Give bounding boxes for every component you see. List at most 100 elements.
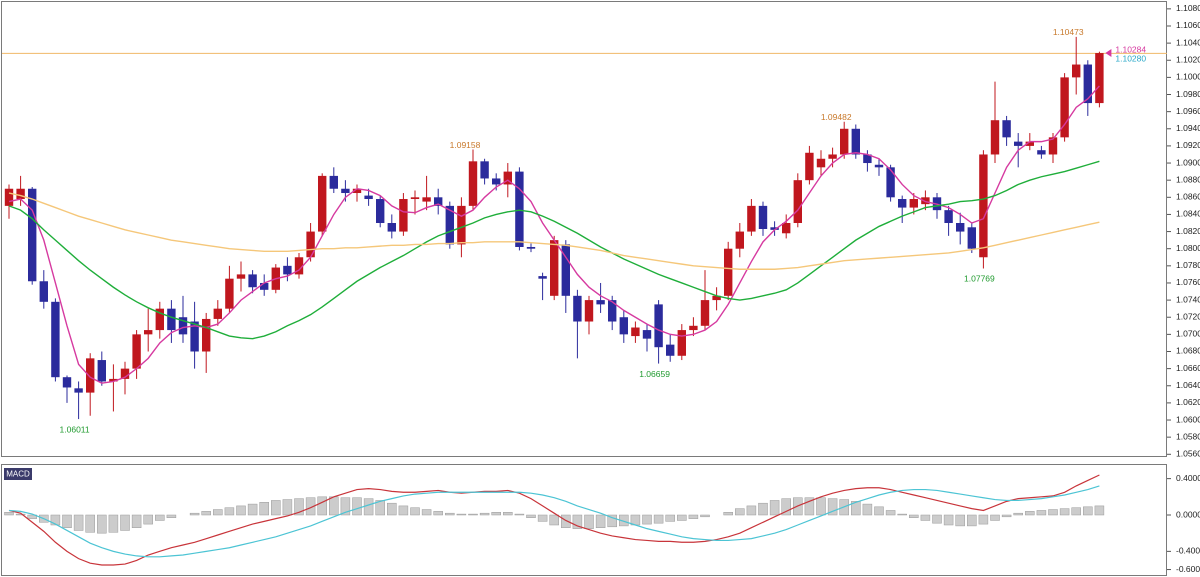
candle-body: [190, 321, 199, 352]
y-tick-label: 1.08600: [1176, 192, 1200, 202]
candle-body: [167, 308, 176, 331]
candle-body: [747, 205, 756, 232]
candle-body: [178, 317, 188, 335]
candle-body: [1083, 64, 1092, 104]
y-tick-label: 1.09000: [1176, 157, 1200, 167]
candle-body: [596, 300, 605, 305]
histogram-bar: [607, 514, 617, 528]
candle-body: [619, 317, 628, 335]
y-tick-label: 1.06600: [1176, 363, 1200, 373]
candle-body: [503, 171, 512, 185]
histogram-bar: [143, 514, 153, 525]
candle-body: [410, 197, 420, 200]
histogram-bar: [827, 498, 838, 516]
candle-body: [886, 167, 895, 198]
candle-body: [642, 330, 652, 339]
histogram-bar: [375, 500, 385, 516]
histogram-bar: [967, 514, 977, 527]
macd-line: [8, 474, 1100, 566]
histogram-bar: [50, 514, 61, 526]
candle-body: [457, 205, 466, 245]
y-tick-label: 1.07200: [1176, 311, 1200, 321]
candle-body: [4, 188, 14, 206]
y-tick-label: 0.4000: [1176, 473, 1200, 483]
histogram-bar: [769, 500, 780, 516]
histogram-bar: [1013, 512, 1023, 516]
histogram-bar: [201, 511, 211, 516]
histogram-bar: [329, 496, 339, 516]
candle-body: [584, 300, 594, 322]
candle-body: [225, 278, 234, 309]
candle-body: [132, 334, 141, 369]
candle-body: [341, 188, 350, 194]
histogram-bar: [561, 514, 571, 528]
candle-body: [944, 210, 953, 224]
candle-body: [840, 128, 849, 155]
histogram-bar: [978, 514, 989, 525]
candle-body: [608, 300, 617, 322]
histogram-bar: [537, 514, 548, 522]
candle-body: [816, 158, 826, 168]
histogram-bar: [503, 512, 513, 516]
candle-body: [1014, 141, 1023, 146]
candle-body: [120, 368, 130, 379]
y-tick-label: 1.08400: [1176, 209, 1200, 219]
histogram-bar: [97, 514, 107, 534]
y-tick-label: 1.07600: [1176, 277, 1200, 287]
histogram-bar: [909, 514, 919, 518]
moving-average-line: [8, 85, 1100, 384]
candle-body: [28, 188, 37, 282]
candle-body: [735, 231, 744, 249]
candle-body: [724, 248, 733, 296]
histogram-bar: [700, 514, 710, 518]
candle-body: [74, 388, 83, 393]
high-label: 1.09482: [821, 112, 852, 122]
histogram-bar: [1048, 509, 1058, 516]
histogram-bar: [271, 500, 281, 516]
histogram-bar: [1025, 511, 1035, 516]
histogram-bar: [1001, 514, 1012, 518]
candle-body: [758, 205, 768, 229]
histogram-bar: [433, 511, 443, 516]
candle-body: [782, 223, 791, 234]
histogram-bar: [955, 514, 965, 527]
candle-body: [1072, 64, 1081, 78]
histogram-bar: [688, 514, 699, 519]
candle-body: [468, 161, 478, 206]
histogram-bar: [108, 514, 119, 533]
candle-body: [921, 197, 930, 205]
histogram-bar: [584, 514, 594, 529]
candle-body: [260, 282, 269, 290]
histogram-bar: [990, 514, 1000, 521]
candle-body: [399, 199, 408, 232]
histogram-bar: [746, 505, 757, 516]
histogram-bar: [282, 499, 293, 516]
y-tick-label: 1.06400: [1176, 380, 1200, 390]
histogram-bar: [4, 512, 14, 516]
histogram-bar: [352, 497, 362, 516]
candle-body: [364, 195, 373, 200]
candle-body: [86, 358, 95, 393]
y-tick-label: -0.6000: [1176, 564, 1200, 574]
macd-line: [8, 485, 1100, 558]
histogram-bar: [491, 512, 501, 516]
histogram-bar: [15, 513, 26, 516]
price-tag: 1.10280: [1115, 54, 1146, 64]
histogram-bar: [677, 514, 687, 521]
candle-body: [689, 325, 698, 331]
y-tick-label: 1.09800: [1176, 89, 1200, 99]
candle-body: [294, 257, 304, 275]
candle-body: [956, 223, 965, 232]
low-label: 1.06659: [639, 369, 670, 379]
y-tick-label: 1.06800: [1176, 346, 1200, 356]
histogram-bar: [85, 514, 95, 533]
moving-average-line: [8, 192, 1100, 270]
histogram-bar: [653, 514, 664, 524]
y-tick-label: 1.05600: [1176, 449, 1200, 459]
candle-body: [538, 276, 547, 279]
candle-body: [770, 227, 779, 230]
histogram-bar: [410, 507, 420, 516]
y-tick-label: 1.06200: [1176, 397, 1200, 407]
histogram-bar: [932, 514, 942, 524]
